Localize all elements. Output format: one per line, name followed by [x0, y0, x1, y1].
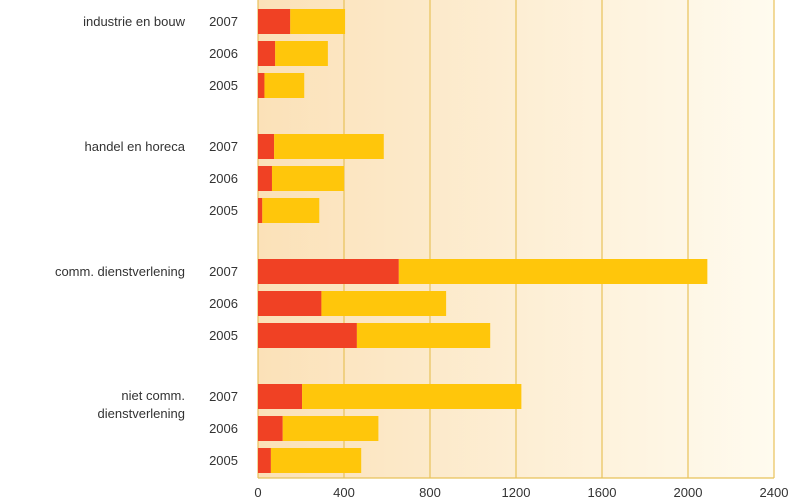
x-tick-label: 1200	[502, 485, 531, 500]
bars	[258, 9, 708, 473]
year-label: 2006	[209, 421, 238, 436]
year-label: 2005	[209, 78, 238, 93]
bar-segment-yellow	[271, 166, 344, 191]
year-label: 2006	[209, 296, 238, 311]
bar-segment-yellow	[398, 259, 708, 284]
year-label: 2007	[209, 14, 238, 29]
year-label: 2006	[209, 46, 238, 61]
x-tick-label: 2400	[760, 485, 789, 500]
x-tick-label: 2000	[674, 485, 703, 500]
bar-segment-yellow	[262, 198, 320, 223]
bar-segment-red	[258, 259, 399, 284]
bar-segment-red	[258, 134, 275, 159]
bar-segment-yellow	[282, 416, 379, 441]
bar-segment-red	[258, 416, 283, 441]
year-label: 2007	[209, 389, 238, 404]
year-label: 2006	[209, 171, 238, 186]
sector-label: niet comm. dienstverlening	[97, 388, 185, 421]
year-label: 2007	[209, 264, 238, 279]
bar-segment-yellow	[264, 73, 305, 98]
bar-segment-yellow	[356, 323, 491, 348]
bar-segment-red	[258, 41, 276, 66]
bar-segment-red	[258, 448, 271, 473]
sector-label: comm. dienstverlening	[54, 264, 185, 279]
x-tick-label: 1600	[588, 485, 617, 500]
bar-segment-yellow	[274, 134, 384, 159]
bar-segment-yellow	[290, 9, 346, 34]
bar-segment-red	[258, 9, 291, 34]
bar-segment-red	[258, 291, 322, 316]
year-label: 2005	[209, 203, 238, 218]
x-axis-ticks: 0 400 800 1200 1600 2000 2400	[254, 485, 788, 500]
x-tick-label: 400	[333, 485, 355, 500]
year-labels: 2007 2006 2005 2007 2006 2005 2007 2006 2005 2007…	[209, 14, 238, 468]
sector-label: industrie en bouw	[83, 14, 185, 29]
x-tick-label: 800	[419, 485, 441, 500]
year-label: 2005	[209, 328, 238, 343]
bar-segment-yellow	[302, 384, 522, 409]
bar-segment-red	[258, 166, 272, 191]
x-tick-label: 0	[254, 485, 261, 500]
bar-segment-yellow	[321, 291, 447, 316]
bar-segment-red	[258, 323, 357, 348]
bar-segment-red	[258, 198, 263, 223]
bar-segment-red	[258, 384, 303, 409]
bar-segment-red	[258, 73, 265, 98]
bar-segment-yellow	[270, 448, 362, 473]
bar-segment-yellow	[275, 41, 328, 66]
year-label: 2005	[209, 453, 238, 468]
year-label: 2007	[209, 139, 238, 154]
sector-label: handel en horeca	[84, 139, 185, 154]
